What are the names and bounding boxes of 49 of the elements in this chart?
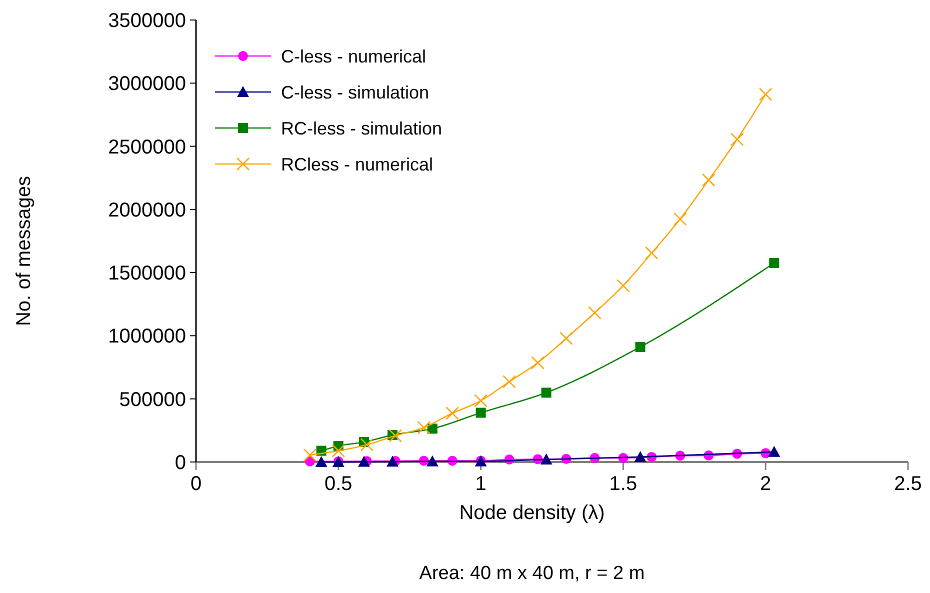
- point: [360, 438, 374, 452]
- legend-label: RCless - numerical: [281, 154, 434, 174]
- y-tick-label: 1500000: [108, 262, 186, 285]
- point: [388, 429, 402, 442]
- legend-label: C-less - simulation: [281, 82, 430, 102]
- y-tick-label: 2500000: [108, 136, 186, 158]
- point: [768, 446, 780, 457]
- point: [417, 421, 430, 434]
- point: [303, 448, 317, 462]
- point: [674, 212, 687, 226]
- y-tick-label: 2000000: [108, 199, 186, 222]
- legend-label: C-less - numerical: [281, 46, 426, 66]
- point: [358, 456, 370, 467]
- point: [426, 455, 438, 466]
- point: [474, 394, 488, 408]
- point: [540, 453, 552, 464]
- y-tick-label: 3000000: [108, 73, 186, 96]
- y-tick-label: 500000: [119, 388, 186, 411]
- x-tick-label: 1.5: [609, 473, 638, 495]
- point: [386, 456, 399, 467]
- point: [645, 246, 658, 260]
- point: [315, 456, 328, 467]
- point: [531, 356, 544, 370]
- point: [541, 388, 552, 398]
- point: [446, 406, 459, 420]
- point: [730, 132, 744, 146]
- point: [502, 375, 516, 388]
- x-tick-label: 0.5: [324, 473, 352, 495]
- y-axis-title: No. of messages: [13, 176, 35, 326]
- x-tick-label: 2.5: [894, 473, 922, 495]
- point: [634, 450, 646, 462]
- text: Area: 40 m x 40 m, r = 2 m: [419, 563, 645, 584]
- point: [758, 88, 772, 102]
- legend-label: RC-less - simulation: [281, 118, 442, 138]
- x-axis-title: Node density (λ): [459, 502, 605, 524]
- point: [702, 173, 716, 187]
- point: [476, 408, 486, 418]
- point: [769, 258, 780, 268]
- x-tick-label: 1: [475, 473, 486, 495]
- point: [635, 342, 646, 352]
- x-tick-label: 2: [760, 473, 772, 495]
- point: [616, 279, 630, 292]
- y-tick-label: 0: [174, 452, 186, 474]
- x-tick-label: 0: [190, 473, 202, 495]
- point: [588, 306, 602, 320]
- y-tick-label: 1000000: [108, 326, 186, 348]
- point: [332, 444, 346, 458]
- y-tick-label: 3500000: [108, 10, 186, 32]
- point: [560, 332, 573, 346]
